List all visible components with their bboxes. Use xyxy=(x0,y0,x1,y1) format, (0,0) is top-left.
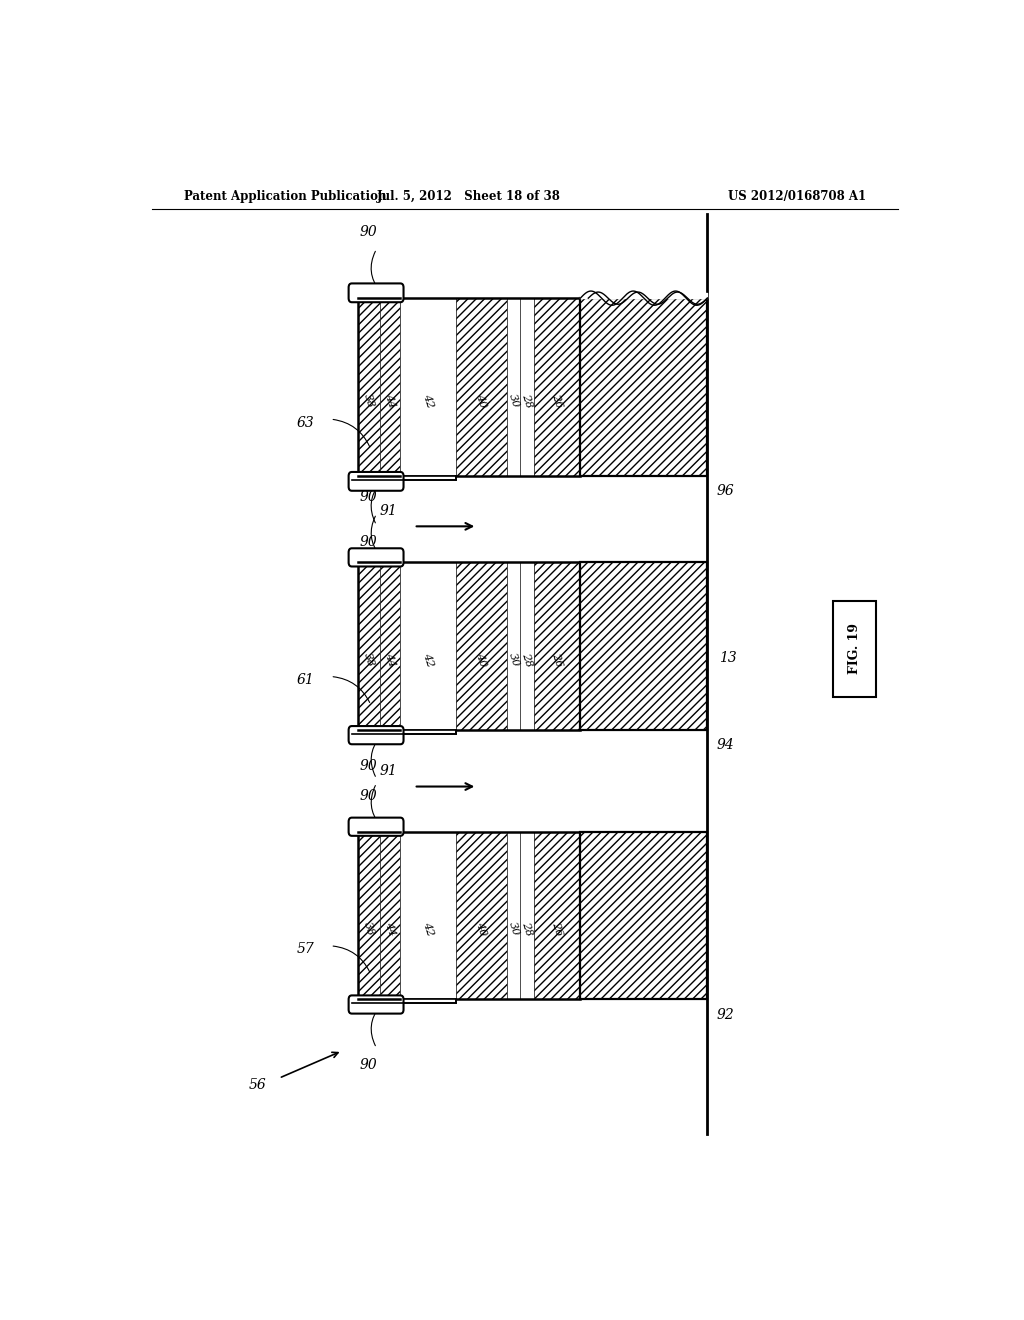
Text: 30: 30 xyxy=(507,651,520,668)
Bar xyxy=(581,832,708,999)
Bar xyxy=(358,298,380,477)
Bar xyxy=(358,298,581,477)
Text: 42: 42 xyxy=(421,651,435,668)
Text: 40: 40 xyxy=(474,393,488,409)
Text: 96: 96 xyxy=(717,484,734,498)
FancyBboxPatch shape xyxy=(348,284,403,302)
Text: 94: 94 xyxy=(717,738,734,752)
Text: 90: 90 xyxy=(359,759,378,774)
Text: 28: 28 xyxy=(520,651,534,668)
Text: Jul. 5, 2012   Sheet 18 of 38: Jul. 5, 2012 Sheet 18 of 38 xyxy=(377,190,561,202)
Text: 63: 63 xyxy=(297,416,314,430)
Text: Patent Application Publication: Patent Application Publication xyxy=(183,190,386,202)
Text: 91: 91 xyxy=(380,504,397,519)
Text: US 2012/0168708 A1: US 2012/0168708 A1 xyxy=(728,190,866,202)
Text: 61: 61 xyxy=(297,673,314,686)
Bar xyxy=(581,298,708,477)
Text: 26: 26 xyxy=(550,921,564,937)
Text: 90: 90 xyxy=(359,536,378,549)
Text: 44: 44 xyxy=(383,921,397,937)
Bar xyxy=(400,832,456,999)
FancyBboxPatch shape xyxy=(348,726,403,744)
FancyBboxPatch shape xyxy=(348,817,403,836)
Bar xyxy=(581,562,708,730)
Bar xyxy=(380,298,400,477)
Bar xyxy=(400,298,456,477)
Bar xyxy=(507,832,520,999)
Bar xyxy=(456,562,507,730)
Bar xyxy=(380,562,400,730)
Bar xyxy=(534,832,581,999)
Text: 28: 28 xyxy=(520,921,534,937)
Text: 90: 90 xyxy=(359,224,378,239)
FancyBboxPatch shape xyxy=(348,473,403,491)
Bar xyxy=(456,832,507,999)
FancyBboxPatch shape xyxy=(348,548,403,566)
Bar xyxy=(534,562,581,730)
Bar xyxy=(581,832,708,999)
Text: 42: 42 xyxy=(421,921,435,937)
Bar xyxy=(534,298,581,477)
Text: 57: 57 xyxy=(297,942,314,956)
Bar xyxy=(456,298,507,477)
Text: 38: 38 xyxy=(362,921,376,937)
Bar xyxy=(507,298,520,477)
Bar xyxy=(358,562,380,730)
Text: 42: 42 xyxy=(421,393,435,409)
Bar xyxy=(352,999,456,1003)
Text: 26: 26 xyxy=(550,393,564,409)
Bar xyxy=(358,562,581,730)
Text: 91: 91 xyxy=(380,764,397,779)
Bar xyxy=(833,601,877,697)
Text: 56: 56 xyxy=(249,1078,267,1093)
FancyBboxPatch shape xyxy=(348,995,403,1014)
Text: 92: 92 xyxy=(717,1007,734,1022)
Bar xyxy=(358,832,380,999)
Bar xyxy=(581,562,708,730)
Text: 44: 44 xyxy=(383,393,397,409)
Text: 90: 90 xyxy=(359,1059,378,1072)
Text: 30: 30 xyxy=(507,921,520,937)
Bar xyxy=(352,477,456,479)
Bar xyxy=(520,562,534,730)
Text: 30: 30 xyxy=(507,393,520,409)
Bar xyxy=(352,730,456,734)
Bar xyxy=(400,562,456,730)
Bar xyxy=(380,832,400,999)
Text: 44: 44 xyxy=(383,651,397,668)
Text: FIG. 19: FIG. 19 xyxy=(848,623,861,675)
Text: 13: 13 xyxy=(719,652,737,665)
Text: 40: 40 xyxy=(474,651,488,668)
Bar xyxy=(520,298,534,477)
Text: 90: 90 xyxy=(359,490,378,503)
Bar xyxy=(581,298,708,477)
Text: 28: 28 xyxy=(520,393,534,409)
Text: 90: 90 xyxy=(359,789,378,803)
Bar xyxy=(520,832,534,999)
Text: 40: 40 xyxy=(474,921,488,937)
Bar xyxy=(358,832,581,999)
Text: 38: 38 xyxy=(362,393,376,409)
Text: 38: 38 xyxy=(362,651,376,668)
Bar xyxy=(507,562,520,730)
Text: 26: 26 xyxy=(550,651,564,668)
